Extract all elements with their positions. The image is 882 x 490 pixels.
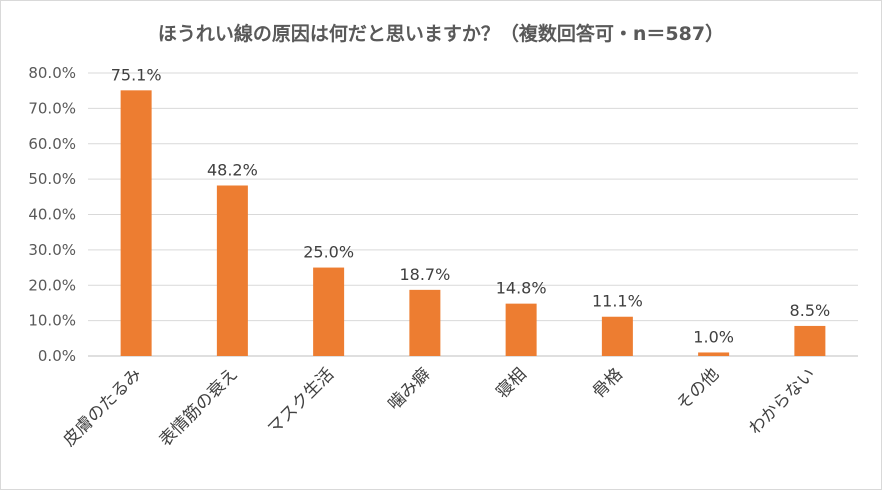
y-tick-label: 40.0% [28, 206, 76, 224]
x-tick-label: わからない [745, 364, 819, 438]
data-label: 75.1% [111, 65, 162, 84]
x-tick-label: 噛み癖 [384, 364, 434, 414]
bar [505, 303, 537, 356]
data-label: 18.7% [399, 265, 450, 284]
data-label: 11.1% [592, 292, 643, 311]
x-tick-label: 寝相 [492, 364, 531, 403]
bar [313, 267, 345, 356]
bar [601, 316, 633, 356]
y-tick-label: 50.0% [28, 170, 76, 188]
x-tick-label: その他 [673, 364, 723, 414]
data-label: 8.5% [790, 301, 831, 320]
chart-title: ほうれい線の原因は何だと思いますか？（複数回答可・n＝587） [157, 23, 725, 45]
y-tick-label: 20.0% [28, 276, 76, 294]
x-tick-label: 皮膚のたるみ [59, 364, 145, 450]
data-label: 25.0% [303, 243, 354, 262]
x-tick-label: 骨格 [589, 364, 627, 402]
y-tick-label: 60.0% [28, 135, 76, 153]
data-label: 1.0% [693, 327, 734, 346]
data-label: 48.2% [207, 160, 258, 179]
bar [409, 289, 441, 356]
x-tick-label: 表情筋の衰え [156, 364, 242, 450]
y-tick-label: 0.0% [38, 347, 76, 365]
y-tick-label: 30.0% [28, 241, 76, 259]
bar [120, 90, 152, 357]
data-label: 14.8% [496, 279, 547, 298]
x-tick-label: マスク生活 [264, 364, 338, 438]
bar [794, 325, 826, 356]
y-tick-label: 80.0% [28, 64, 76, 82]
bar [216, 185, 248, 356]
y-tick-label: 70.0% [28, 99, 76, 117]
bar [698, 352, 730, 356]
y-tick-label: 10.0% [28, 312, 76, 330]
